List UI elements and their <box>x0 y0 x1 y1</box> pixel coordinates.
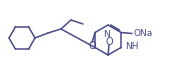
Text: O: O <box>88 41 96 51</box>
Text: N: N <box>104 30 110 39</box>
Text: ONa: ONa <box>134 29 153 38</box>
Text: O: O <box>105 36 113 46</box>
Text: NH: NH <box>125 42 139 51</box>
